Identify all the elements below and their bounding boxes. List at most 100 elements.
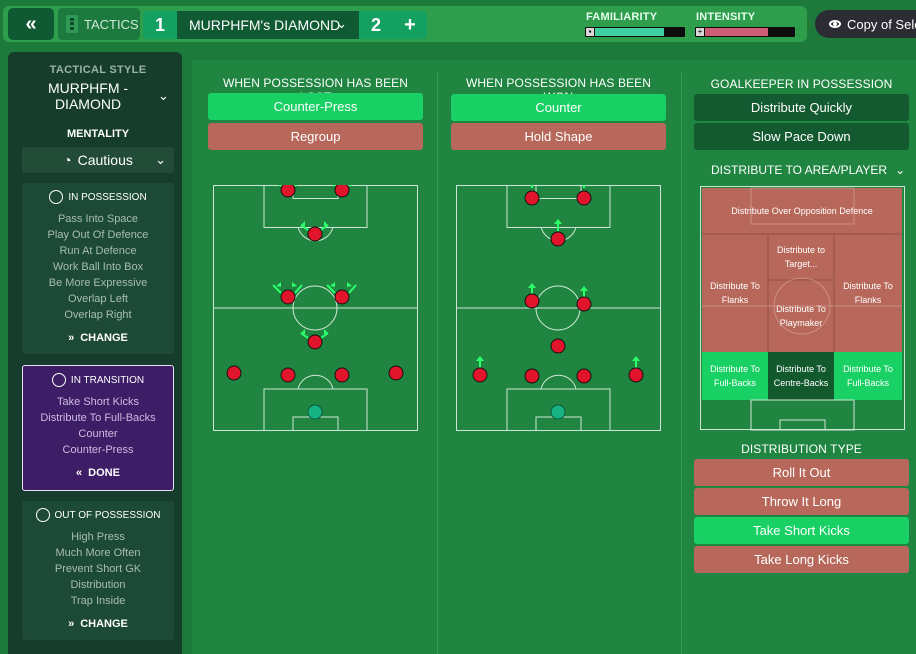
list-item: Overlap Left bbox=[68, 293, 128, 305]
tactic-slot-1[interactable]: 1 bbox=[143, 11, 177, 39]
gk-title: GOALKEEPER IN POSSESSION bbox=[710, 77, 893, 91]
zone-right-full-back[interactable]: Distribute To Full-Backs bbox=[834, 352, 902, 400]
out-of-possession-list: High Press Much More Often Prevent Short… bbox=[22, 529, 174, 609]
tactics-menu[interactable]: TACTICS bbox=[58, 8, 140, 40]
zone-left-full-back[interactable]: Distribute To Full-Backs bbox=[702, 352, 768, 400]
double-chevron-right-icon: » bbox=[68, 332, 75, 344]
distribution-zone-map: Distribute Over Opposition Defence Distr… bbox=[700, 186, 905, 431]
distribution-type-label: DISTRIBUTION TYPE bbox=[741, 442, 862, 456]
distribute-to-dropdown[interactable]: DISTRIBUTE TO AREA/PLAYER ⌄ bbox=[711, 163, 905, 177]
list-item: Overlap Right bbox=[64, 309, 132, 321]
intensity-meter[interactable]: + bbox=[695, 27, 795, 37]
list-item: Work Ball Into Box bbox=[52, 261, 144, 273]
regroup-button[interactable]: Regroup bbox=[208, 123, 423, 150]
list-item: Distribution bbox=[70, 579, 126, 591]
familiarity-fill bbox=[595, 28, 664, 36]
transition-main: WHEN POSSESSION HAS BEEN LOST Counter-Pr… bbox=[192, 60, 916, 654]
copy-button[interactable]: Copy of Sele bbox=[815, 10, 916, 38]
in-transition-list: Take Short Kicks Distribute To Full-Back… bbox=[23, 394, 173, 458]
in-transition-done-button[interactable]: « DONE bbox=[23, 467, 173, 479]
out-of-possession-change-button[interactable]: » CHANGE bbox=[22, 618, 174, 630]
list-item: Be More Expressive bbox=[48, 277, 148, 289]
chevron-down-icon: ⌄ bbox=[895, 163, 906, 177]
double-chevron-right-icon: » bbox=[68, 618, 75, 630]
list-item: High Press bbox=[71, 531, 125, 543]
defence-icon bbox=[35, 508, 50, 522]
zone-playmaker[interactable]: Distribute To Playmaker bbox=[768, 280, 834, 352]
change-label: CHANGE bbox=[80, 332, 128, 344]
list-item: Pass Into Space bbox=[57, 213, 139, 225]
column-divider bbox=[681, 72, 682, 654]
football-icon bbox=[49, 190, 64, 204]
eye-icon bbox=[829, 20, 841, 28]
take-long-kicks-button[interactable]: Take Long Kicks bbox=[694, 546, 909, 573]
distribute-to-label: DISTRIBUTE TO AREA/PLAYER bbox=[711, 163, 888, 177]
in-possession-list: Pass Into Space Play Out Of Defence Run … bbox=[22, 211, 174, 323]
list-item: Run At Defence bbox=[59, 245, 137, 257]
add-tactic-button[interactable]: + bbox=[393, 11, 427, 39]
out-of-possession-title: OUT OF POSSESSION bbox=[54, 509, 161, 521]
intensity-icon: + bbox=[696, 27, 704, 36]
familiarity-icon: ▪ bbox=[586, 28, 594, 36]
mentality-icon: ◔ bbox=[63, 152, 72, 168]
transition-icon bbox=[51, 373, 66, 387]
tactical-style-name[interactable]: MURPHFM - DIAMOND bbox=[47, 80, 129, 112]
familiarity-label: FAMILIARITY bbox=[586, 11, 658, 23]
mentality-label: MENTALITY bbox=[66, 128, 130, 140]
back-button[interactable]: « bbox=[8, 8, 54, 40]
chevron-down-icon: ⌄ bbox=[155, 152, 166, 167]
distribute-quickly-button[interactable]: Distribute Quickly bbox=[694, 94, 909, 121]
throw-it-long-button[interactable]: Throw It Long bbox=[694, 488, 909, 515]
intensity-fill bbox=[705, 28, 768, 36]
list-item: Trap Inside bbox=[70, 595, 126, 607]
list-item: Take Short Kicks bbox=[57, 396, 139, 408]
in-possession-title: IN POSSESSION bbox=[68, 191, 147, 203]
list-item: Distribute To Full-Backs bbox=[40, 412, 156, 424]
top-bar: « TACTICS 1 MURPHFM's DIAMOND ⌄ 2 + FAMI… bbox=[0, 0, 916, 48]
tactic-slot-2[interactable]: 2 bbox=[359, 11, 393, 39]
pitch-diagram bbox=[456, 185, 661, 431]
sidebar: TACTICAL STYLE MURPHFM - DIAMOND ⌄ MENTA… bbox=[8, 52, 182, 654]
take-short-kicks-button[interactable]: Take Short Kicks bbox=[694, 517, 909, 544]
double-chevron-left-icon: « bbox=[25, 12, 37, 35]
tactic-name-dropdown[interactable]: MURPHFM's DIAMOND ⌄ bbox=[177, 11, 359, 39]
lost-pitch bbox=[213, 185, 418, 431]
hold-shape-button[interactable]: Hold Shape bbox=[451, 123, 666, 150]
column-divider bbox=[437, 72, 438, 654]
counter-button[interactable]: Counter bbox=[451, 94, 666, 121]
in-possession-box[interactable]: IN POSSESSION Pass Into Space Play Out O… bbox=[22, 183, 174, 354]
zone-target[interactable]: Distribute to Target... bbox=[768, 234, 834, 280]
list-item: Much More Often bbox=[55, 547, 141, 559]
tactics-label: TACTICS bbox=[84, 16, 139, 32]
list-item: Play Out Of Defence bbox=[47, 229, 149, 241]
roll-it-out-button[interactable]: Roll It Out bbox=[694, 459, 909, 486]
zone-right-flank[interactable]: Distribute To Flanks bbox=[834, 234, 902, 352]
in-transition-title: IN TRANSITION bbox=[70, 374, 145, 386]
grip-icon bbox=[66, 15, 78, 33]
in-transition-box[interactable]: IN TRANSITION Take Short Kicks Distribut… bbox=[22, 365, 174, 491]
familiarity-meter[interactable]: ▪ bbox=[585, 27, 685, 37]
list-item: Counter-Press bbox=[62, 444, 134, 456]
intensity-label: INTENSITY bbox=[696, 11, 756, 23]
slow-pace-down-button[interactable]: Slow Pace Down bbox=[694, 123, 909, 150]
change-label: CHANGE bbox=[80, 618, 128, 630]
copy-label: Copy of Sele bbox=[847, 16, 916, 32]
chevron-down-icon[interactable]: ⌄ bbox=[158, 88, 169, 103]
mentality-dropdown[interactable]: ◔ Cautious ⌄ bbox=[22, 147, 174, 173]
tactical-style-title: TACTICAL STYLE bbox=[49, 64, 147, 76]
tactic-name: MURPHFM's DIAMOND bbox=[189, 17, 341, 33]
out-of-possession-box[interactable]: OUT OF POSSESSION High Press Much More O… bbox=[22, 501, 174, 640]
list-item: Prevent Short GK bbox=[54, 563, 142, 575]
chevron-down-icon: ⌄ bbox=[336, 16, 347, 31]
won-pitch bbox=[456, 185, 661, 431]
done-label: DONE bbox=[88, 467, 120, 479]
zone-centre-backs[interactable]: Distribute To Centre-Backs bbox=[768, 352, 834, 400]
pitch-diagram bbox=[213, 185, 418, 431]
zone-left-flank[interactable]: Distribute To Flanks bbox=[702, 234, 768, 352]
in-possession-change-button[interactable]: » CHANGE bbox=[22, 332, 174, 344]
list-item: Counter bbox=[78, 428, 118, 440]
zone-opposition-defence[interactable]: Distribute Over Opposition Defence bbox=[702, 188, 902, 234]
double-chevron-left-icon: « bbox=[76, 467, 83, 479]
mentality-value: Cautious bbox=[77, 152, 133, 168]
counter-press-button[interactable]: Counter-Press bbox=[208, 93, 423, 120]
